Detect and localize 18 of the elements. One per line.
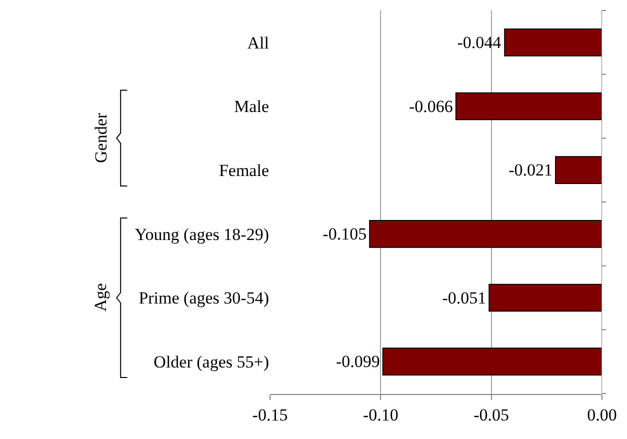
data-label: -0.105 bbox=[322, 224, 367, 244]
y-tick-label: All bbox=[247, 33, 270, 52]
x-tick-label: -0.10 bbox=[362, 405, 398, 424]
y-tick-label: Male bbox=[234, 97, 269, 116]
y-tick-label: Prime (ages 30-54) bbox=[138, 288, 269, 308]
x-tick-label: 0.00 bbox=[587, 405, 617, 424]
text: Age bbox=[91, 283, 110, 312]
y-tick-label: Female bbox=[218, 161, 269, 180]
x-tick-label: -0.15 bbox=[252, 405, 288, 424]
y-tick-label: Young (ages 18-29) bbox=[134, 224, 269, 244]
x-tick-label: -0.05 bbox=[474, 405, 510, 424]
data-label: -0.099 bbox=[336, 352, 380, 372]
data-label: -0.066 bbox=[409, 96, 453, 116]
text: Gender bbox=[92, 112, 111, 163]
data-label: -0.044 bbox=[457, 32, 502, 52]
data-label: -0.051 bbox=[442, 288, 486, 308]
data-label: -0.021 bbox=[508, 160, 553, 180]
y-tick-label: Older (ages 55+) bbox=[154, 352, 269, 372]
